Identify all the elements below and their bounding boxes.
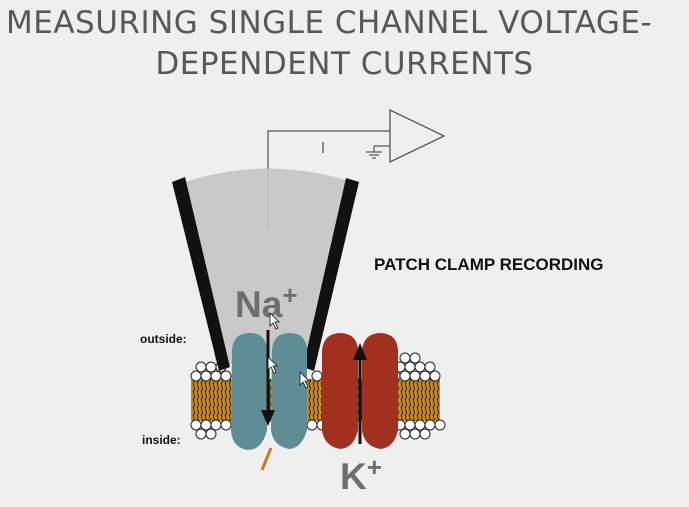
svg-text:Na+: Na+: [235, 280, 298, 325]
potassium-channel: [322, 333, 398, 449]
pipette-wall-left: [172, 177, 230, 371]
sodium-channel: [231, 330, 307, 471]
pipette-interior: [185, 168, 352, 364]
cursor-icon: [267, 312, 310, 389]
patch-clamp-caption: PATCH CLAMP RECORDING: [374, 255, 604, 274]
slide-title-line-2: DEPENDENT CURRENTS: [155, 46, 534, 82]
potassium-charge: +: [367, 452, 382, 482]
sodium-charge: +: [282, 280, 297, 310]
potassium-symbol: K: [340, 456, 367, 497]
outside-label: outside:: [140, 332, 187, 346]
amplifier-icon: [389, 108, 446, 164]
pipette-wall-right: [303, 178, 359, 371]
slide-title-line-1: MEASURING SINGLE CHANNEL VOLTAGE-: [6, 5, 653, 41]
svg-text:K+: K+: [340, 452, 382, 497]
inside-label: inside:: [142, 433, 181, 447]
inactivation-gate: [260, 447, 273, 471]
